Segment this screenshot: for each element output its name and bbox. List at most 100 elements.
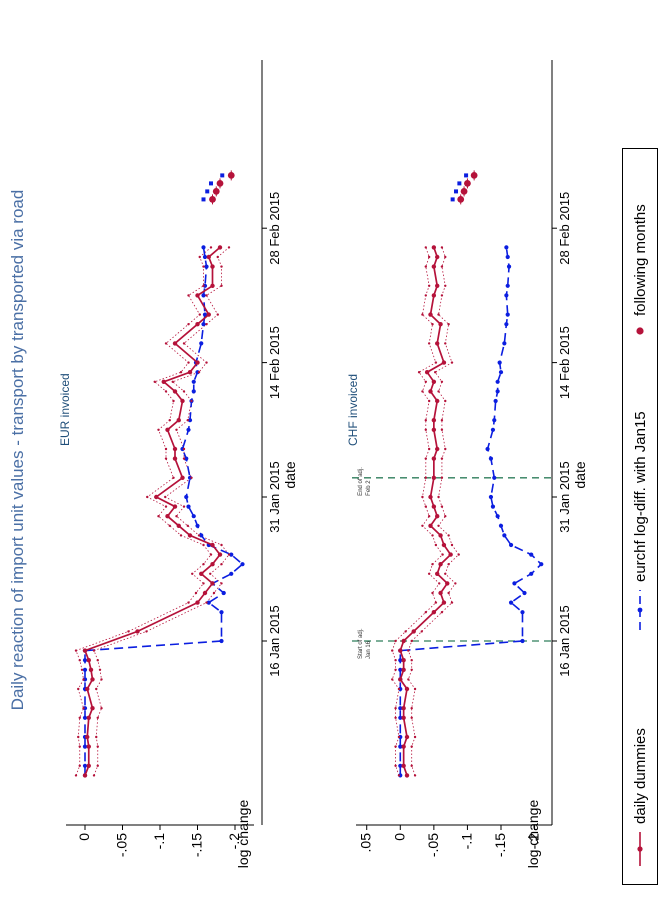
daily-ci-point [153, 380, 156, 383]
daily-ci-point [205, 601, 208, 604]
daily-ci-point [187, 361, 190, 364]
daily-ci-point [175, 515, 178, 518]
eurchf-point [82, 658, 88, 663]
daily-ci-point [227, 553, 231, 556]
daily-ci-point [202, 284, 205, 287]
daily-ci-point [164, 447, 168, 451]
daily-point [172, 446, 178, 452]
x-tick-label: 28 Feb 2015 [267, 192, 282, 265]
daily-point [88, 667, 94, 672]
daily-ci-point [182, 342, 186, 345]
eurchf-point [82, 715, 88, 720]
daily-ci-point [145, 630, 148, 633]
x-tick-label: 14 Feb 2015 [267, 326, 282, 399]
daily-point [172, 456, 178, 461]
daily-ci-point [186, 419, 189, 422]
daily-ci-point [172, 476, 175, 479]
daily-point [206, 254, 211, 260]
eurchf-point [202, 312, 208, 317]
daily-ci-point [157, 515, 160, 518]
daily-ci-point [95, 735, 98, 739]
daily-ci-point [82, 678, 85, 681]
daily-point [180, 398, 185, 404]
daily-ci-point [187, 323, 190, 326]
panel1-plot: 0 -.05 -.1 -.15 -.2 16 Jan 2015 31 Jan 2015 14 … [66, 60, 282, 857]
daily-point [195, 293, 200, 298]
daily-ci-point [82, 706, 85, 710]
daily-point [217, 245, 223, 250]
daily-ci-point [96, 716, 99, 719]
daily-ci-point [74, 649, 78, 652]
daily-point [86, 715, 91, 720]
daily-ci-point [209, 572, 212, 575]
eurchf-point [201, 245, 206, 250]
eurchf-point [184, 456, 189, 461]
daily-ci-point [205, 323, 208, 326]
daily-point [82, 648, 88, 653]
daily-ci-point [202, 543, 205, 547]
daily-ci-point [168, 524, 171, 527]
daily-point [85, 734, 90, 740]
y-tick-label: -.1 [151, 833, 167, 850]
following-point [216, 180, 224, 187]
eurchf-point [219, 638, 224, 644]
x-tick-label: 31 Jan 2015 [267, 461, 282, 533]
eurchf-point [186, 427, 191, 432]
eurchf-point [201, 322, 206, 327]
following-dot-icon [636, 327, 644, 335]
daily-ci-point [164, 505, 168, 508]
daily-ci-point [182, 505, 186, 508]
daily-point [195, 360, 200, 365]
daily-ci-point [157, 428, 160, 431]
following-point [209, 196, 216, 203]
legend-item-eurchf: eurchf log-diff. with Jan15 [623, 411, 657, 630]
eurchf-point [204, 264, 209, 269]
daily-ci-point [164, 457, 168, 460]
daily-ci-point [78, 658, 81, 662]
daily-point [165, 514, 170, 519]
eurchf-point [199, 341, 204, 346]
daily-ci-point [197, 371, 201, 374]
daily-ci-point [197, 534, 201, 537]
daily-ci-point [96, 764, 99, 767]
eurchf-line [84, 247, 244, 776]
daily-line [83, 246, 222, 776]
daily-ci-point [220, 563, 223, 566]
eurchf-point [187, 418, 193, 423]
daily-point [172, 389, 178, 394]
daily-ci-point [78, 716, 81, 719]
daily-point [172, 504, 178, 509]
daily-point [210, 581, 215, 586]
daily-ci-point [74, 774, 78, 777]
daily-point [85, 686, 90, 692]
daily-ci-point [100, 706, 103, 710]
legend-item-following: following months [623, 204, 657, 338]
eurchf-point [221, 590, 226, 596]
daily-ci-point [182, 447, 186, 451]
legend-item-daily: daily dummies [623, 728, 657, 866]
daily-ci-point [186, 524, 189, 527]
following-eurchf-marker [205, 189, 210, 194]
daily-ci-lower [93, 247, 230, 776]
daily-ci-point [175, 428, 178, 431]
daily-point [180, 475, 185, 480]
following-eurchf-marker [209, 181, 213, 186]
eurchf-point [184, 494, 189, 500]
daily-ci-point [100, 678, 103, 681]
daily-ci-point [168, 419, 171, 422]
daily-ci-point [198, 313, 201, 316]
daily-point [90, 677, 95, 682]
eurchf-dash-icon [637, 590, 643, 630]
legend-label-eurchf: eurchf log-diff. with Jan15 [631, 411, 649, 582]
eurchf-point [195, 523, 200, 528]
daily-ci-point [182, 457, 186, 460]
daily-ci-point [78, 764, 81, 767]
eurchf-point [199, 533, 204, 538]
daily-point [90, 705, 95, 711]
daily-point [199, 571, 204, 576]
daily-point [195, 322, 200, 327]
daily-ci-point [205, 361, 208, 364]
legend-label-daily: daily dummies [631, 728, 649, 824]
